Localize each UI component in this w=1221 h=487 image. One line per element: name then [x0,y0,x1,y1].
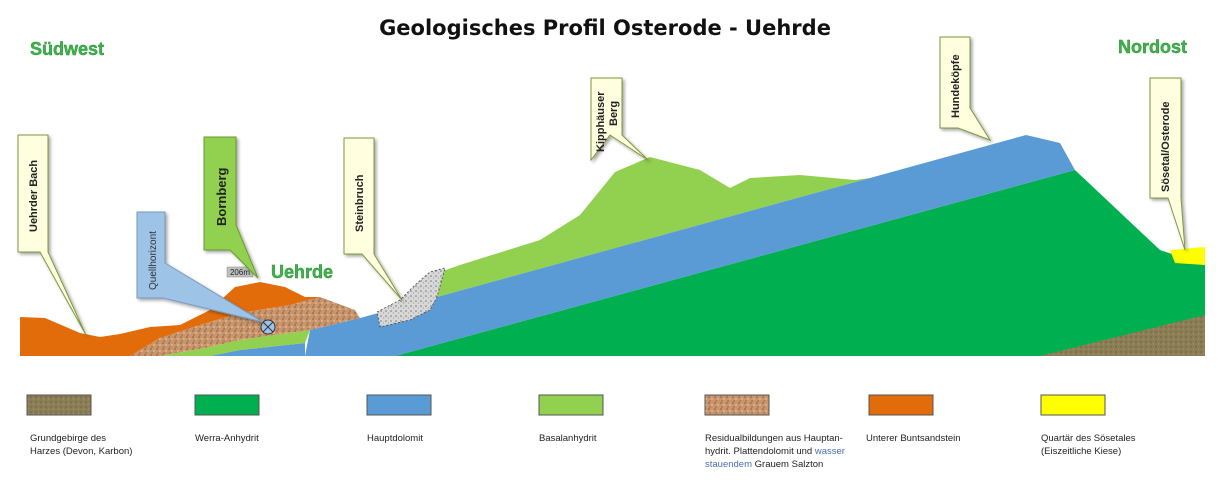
legend-swatch-buntsandstein [868,394,934,416]
legend-swatch-residual [704,394,770,416]
callout-kipphaeuser-berg [590,77,649,162]
layer-basalanhydrit [437,157,870,297]
legend-swatch-quartaer [1040,394,1106,416]
callout-label-quellhorizont: Quellhorizont [148,231,159,290]
callout-label-soesetal: Sösetal/Osterode [1160,102,1172,192]
elevation-tag: 206m [230,268,250,277]
callout-quellhorizont [136,211,264,323]
callout-label-kipphaeuser-2: Berg [608,101,620,126]
legend-label-hauptdolomit: Hauptdolomit [367,433,423,444]
legend: Grundgebirge des Harzes (Devon, Karbon) … [26,394,1136,470]
callout-label-hundekoepfe: Hundeköpfe [950,54,962,118]
layer-buntsandstein [20,282,320,356]
legend-label-residual-3: stauendem Grauem Salzton [705,459,823,470]
layer-basalanhydrit-lower [160,330,310,356]
legend-label-quartaer-2: (Eiszeitliche Kiese) [1041,446,1121,457]
layer-werra-anhydrit [395,170,1205,356]
callout-uehrder-bach [17,134,87,336]
legend-label-residual-2: hydrit. Plattendolomit und wasser [705,446,845,457]
steinbruch-gravel [376,267,446,328]
callout-label-bornberg: Bornberg [214,167,229,226]
callout-soesetal [1149,77,1186,251]
legend-label-residual-1: Residualbildungen aus Hauptan- [705,433,843,444]
callout-bornberg [203,136,259,279]
legend-swatch-hauptdolomit [366,394,432,416]
direction-southwest: Südwest [30,39,104,59]
callout-label-steinbruch: Steinbruch [354,174,366,232]
legend-label-werra-anhydrit: Werra-Anhydrit [195,433,259,444]
callout-label-uehrder-bach: Uehrder Bach [28,160,40,232]
legend-swatch-werra-anhydrit [194,394,260,416]
direction-northeast: Nordost [1118,37,1187,57]
layer-hauptdolomit [305,135,1075,356]
quellhorizont-marker [260,319,276,335]
legend-label-quartaer-1: Quartär des Sösetales [1041,433,1136,444]
legend-label-buntsandstein: Unterer Buntsandstein [866,433,961,444]
place-label-uehrde: Uehrde [271,262,333,282]
layer-quartaer [1170,247,1205,265]
diagram-title: Geologisches Profil Osterode - Uehrde [379,16,831,40]
legend-label-grundgebirge-1: Grundgebirge des [30,433,106,444]
callout-hundekoepfe [939,36,992,141]
callout-steinbruch [343,137,403,301]
legend-label-grundgebirge-2: Harzes (Devon, Karbon) [30,446,132,457]
layer-grundgebirge [1040,315,1205,356]
layer-hauptdolomit-lower [210,343,305,356]
callout-label-kipphaeuser-1: Kipphäuser [595,91,607,152]
legend-swatch-basalanhydrit [538,394,604,416]
layer-residual [130,297,360,356]
legend-label-basalanhydrit: Basalanhydrit [539,433,597,444]
legend-swatch-grundgebirge [26,394,92,416]
